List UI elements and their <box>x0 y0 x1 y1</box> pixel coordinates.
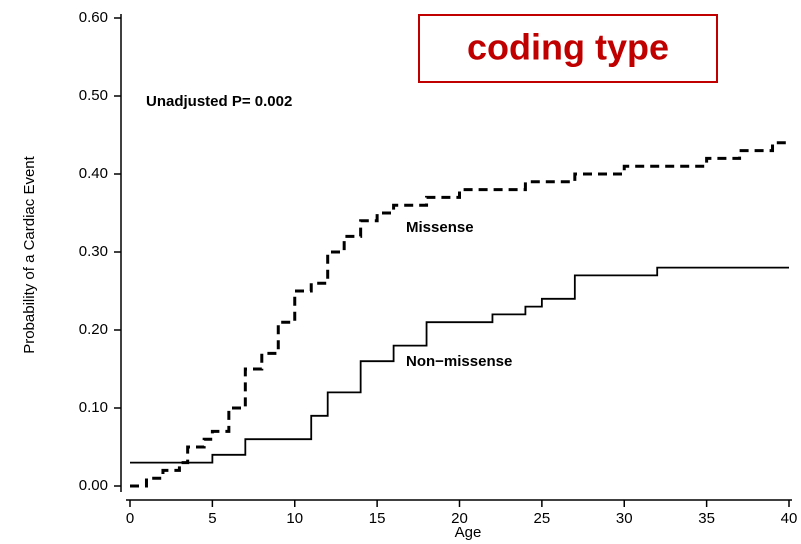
y-tick-label: 0.00 <box>79 477 108 494</box>
series-label: Missense <box>406 219 474 236</box>
x-tick-label: 15 <box>369 510 386 527</box>
banner: coding type <box>467 27 669 68</box>
series-label: Non−missense <box>406 353 512 370</box>
x-tick-label: 35 <box>698 510 715 527</box>
y-axis-label: Probability of a Cardiac Event <box>21 155 38 353</box>
y-tick-label: 0.10 <box>79 399 108 416</box>
x-tick-label: 0 <box>126 510 134 527</box>
annotation: Unadjusted P= 0.002 <box>146 93 292 110</box>
x-tick-label: 30 <box>616 510 633 527</box>
x-tick-label: 25 <box>534 510 551 527</box>
x-tick-label: 5 <box>208 510 216 527</box>
x-axis-label: Age <box>455 524 482 541</box>
y-tick-label: 0.20 <box>79 321 108 338</box>
y-tick-label: 0.40 <box>79 165 108 182</box>
x-tick-label: 20 <box>451 510 468 527</box>
y-tick-label: 0.50 <box>79 87 108 104</box>
x-tick-label: 10 <box>286 510 303 527</box>
x-tick-label: 40 <box>781 510 798 527</box>
y-tick-label: 0.30 <box>79 243 108 260</box>
series-line <box>130 141 789 488</box>
y-tick-label: 0.60 <box>79 9 108 26</box>
series-line <box>130 266 789 464</box>
banner-box <box>418 14 718 83</box>
